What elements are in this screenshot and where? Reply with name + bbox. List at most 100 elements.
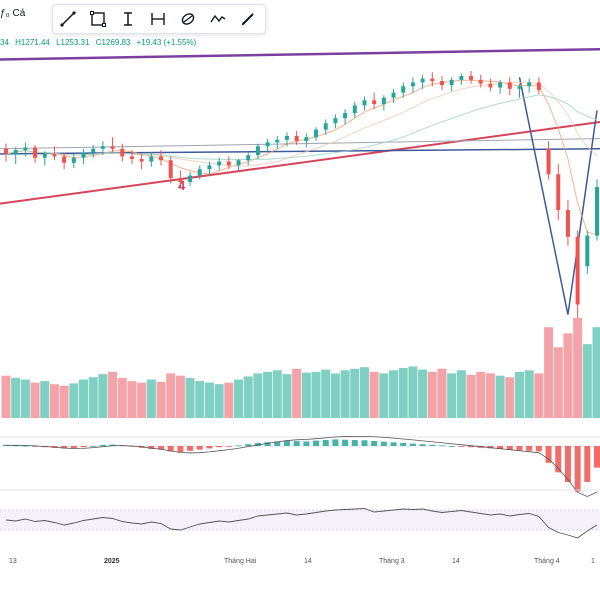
ma-line-5 <box>5 79 598 236</box>
x-axis-label: 1 <box>591 558 595 565</box>
macd-bar <box>283 440 290 446</box>
macd-bar <box>187 446 194 451</box>
candle-body <box>139 158 144 162</box>
path-tool[interactable] <box>203 5 233 33</box>
symbol-label[interactable]: ƒ₀ Cá <box>0 8 26 19</box>
macd-bar <box>390 442 397 446</box>
ohlc-change: +19.43 (+1.55%) <box>136 38 197 47</box>
volume-bar <box>108 371 118 418</box>
candle-body <box>265 142 270 147</box>
candle-body <box>110 146 115 149</box>
volume-bar <box>437 368 447 418</box>
volume-bar <box>204 382 214 418</box>
macd-bar <box>254 443 261 446</box>
macd-bar <box>322 440 329 446</box>
pen-tool[interactable] <box>233 5 263 33</box>
candle-body <box>478 79 483 84</box>
candle-body <box>488 83 493 88</box>
volume-bar <box>563 333 573 418</box>
wave-label-4: 4 <box>178 178 186 193</box>
x-axis-label: 14 <box>452 558 460 565</box>
volume-bar <box>514 371 524 418</box>
macd-bar <box>206 446 213 449</box>
rectangle-tool[interactable] <box>83 5 113 33</box>
volume-bar <box>301 372 311 418</box>
x-axis-label: Tháng 3 <box>379 558 405 565</box>
volume-bar <box>88 377 98 418</box>
volume-bar <box>553 347 563 418</box>
x-axis-label: 13 <box>9 558 17 565</box>
macd-bar <box>12 445 19 447</box>
macd-bar <box>70 446 77 449</box>
volume-bar <box>234 379 244 418</box>
volume-bar <box>495 375 505 418</box>
brush-tool[interactable] <box>173 5 203 33</box>
ma-line-25 <box>5 94 598 161</box>
volume-bar <box>573 318 583 418</box>
candle-body <box>207 165 212 170</box>
macd-bar <box>235 445 242 447</box>
ohlc-high: H1271.44 <box>15 38 50 47</box>
trend-line-horizontal <box>0 148 600 155</box>
volume-bar <box>117 378 127 418</box>
volume-bar <box>98 374 108 418</box>
candle-body <box>343 113 348 119</box>
macd-bar <box>303 441 310 446</box>
ohlc-close: C1269.83 <box>95 38 131 47</box>
volume-bar <box>282 374 292 418</box>
trend-line-tool[interactable] <box>53 5 83 33</box>
candle-body <box>246 155 251 161</box>
candle-body <box>52 153 57 157</box>
macd-bar <box>487 446 494 449</box>
macd-bar <box>448 446 455 447</box>
drawing-lines <box>0 47 600 315</box>
candle-body <box>236 160 241 166</box>
candle-body <box>4 148 8 154</box>
rsi-pane <box>0 489 600 539</box>
candle-body <box>13 150 18 154</box>
candle-body <box>517 86 522 89</box>
volume-bar <box>505 377 515 418</box>
candle-body <box>352 105 357 114</box>
candle-body <box>129 156 134 159</box>
rsi-line <box>5 508 598 539</box>
candle-body <box>81 152 86 158</box>
candle-body <box>556 174 561 211</box>
macd-bar <box>409 443 416 446</box>
candle-body <box>294 136 299 142</box>
macd-bar <box>158 446 165 450</box>
candle-body <box>381 97 386 105</box>
candle-body <box>159 156 164 161</box>
volume-bar <box>456 370 466 418</box>
candle-body <box>420 78 425 83</box>
candle-body <box>100 146 105 149</box>
fib-tool[interactable] <box>143 5 173 33</box>
volume-bar <box>263 371 273 418</box>
macd-bar <box>61 446 68 449</box>
macd-bar <box>468 446 475 448</box>
candle-body <box>333 118 338 124</box>
candle-body <box>439 81 444 85</box>
macd-bar <box>361 440 368 446</box>
volume-bar <box>195 381 205 418</box>
volume-bar <box>30 382 40 418</box>
volume-bar <box>476 371 486 418</box>
x-axis-label: Tháng 4 <box>534 558 560 565</box>
text-tool[interactable] <box>113 5 143 33</box>
volume-bar <box>292 368 302 418</box>
candle-body <box>536 82 541 91</box>
macd-bar <box>438 445 445 447</box>
text-cursor-icon <box>124 12 132 26</box>
candle-body <box>168 160 173 179</box>
candle-body <box>188 175 193 182</box>
macd-bar <box>371 440 378 446</box>
pen-icon <box>241 13 254 26</box>
macd-bar <box>342 439 349 446</box>
volume-bar <box>582 344 592 418</box>
volume-bar <box>175 375 185 418</box>
volume-bar <box>156 381 166 418</box>
volume-bar <box>340 370 350 418</box>
candle-body <box>149 156 154 162</box>
candle-body <box>449 79 454 85</box>
